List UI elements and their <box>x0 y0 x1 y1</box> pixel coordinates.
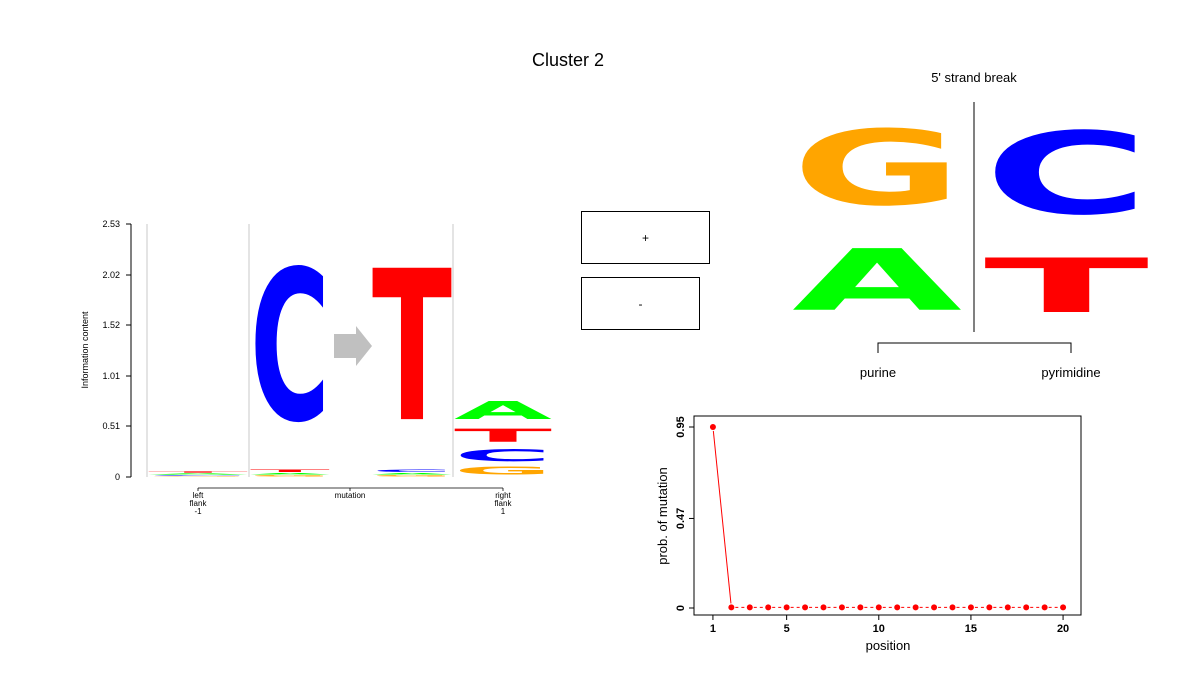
logo-letter-G: G <box>372 475 452 477</box>
prob-point <box>949 604 956 611</box>
prob-line-segment <box>712 430 732 604</box>
prob-point <box>1004 604 1011 611</box>
prob-x-tick-label: 10 <box>873 623 885 635</box>
logo-x-tick-label: left <box>193 491 204 500</box>
logo-y-tick-label: 2.02 <box>102 270 120 280</box>
mutation-arrow-icon <box>334 326 372 366</box>
prob-point <box>746 604 753 611</box>
logo-x-tick-label: -1 <box>194 507 202 516</box>
strand-letter-C: C <box>984 108 1149 240</box>
prob-point <box>894 604 901 611</box>
strand-group-bracket <box>877 342 1072 353</box>
logo-y-tick-label: 2.53 <box>102 219 120 229</box>
logo-letter-C: C <box>372 469 452 473</box>
logo-letter-C: C <box>148 475 248 476</box>
prob-point <box>967 604 974 611</box>
plus-strand-box: + <box>581 211 710 264</box>
prob-point <box>912 604 919 611</box>
prob-x-tick-label: 20 <box>1057 623 1069 635</box>
logo-x-tick-label: mutation <box>335 491 366 500</box>
logo-letter-T: T <box>148 471 248 473</box>
logo-x-tick-label: flank <box>495 499 513 508</box>
strand-letter-G: G <box>792 108 962 229</box>
logo-letter-G: G <box>454 465 552 477</box>
prob-point <box>1023 604 1030 611</box>
prob-y-axis-title: prob. of mutation <box>655 467 670 565</box>
prob-point <box>931 604 938 611</box>
prob-point <box>709 424 716 430</box>
plus-strand-label: + <box>641 230 649 245</box>
prob-point <box>986 604 993 611</box>
logo-letter-T: T <box>372 226 452 469</box>
prob-point <box>783 604 790 611</box>
logo-y-tick-label: 1.52 <box>102 320 120 330</box>
logo-x-tick-label: right <box>495 491 511 500</box>
prob-point <box>1060 604 1067 611</box>
logo-letter-A: A <box>372 473 453 475</box>
logo-y-tick-label: 0 <box>115 472 120 482</box>
prob-point <box>802 604 809 611</box>
prob-x-tick-label: 1 <box>710 623 716 635</box>
prob-x-tick-label: 15 <box>965 623 977 635</box>
logo-letter-G: G <box>250 475 330 477</box>
strand-letter-T: T <box>984 243 1149 330</box>
logo-x-tick-label: flank <box>190 499 208 508</box>
logo-y-tick-label: 1.01 <box>102 371 120 381</box>
logo-letter-G: G <box>148 476 248 477</box>
strand-break-title: 5' strand break <box>931 70 1017 85</box>
prob-x-axis-title: position <box>866 638 911 653</box>
logo-letter-A: A <box>454 396 553 425</box>
prob-y-tick-label: 0.95 <box>675 416 687 437</box>
strand-letter-A: A <box>792 232 962 330</box>
sequence-logo-chart: 0 0.51 1.01 1.52 2.02 2.53 Information content… <box>80 219 553 516</box>
minus-strand-label: - <box>638 296 643 311</box>
logo-letter-C: C <box>454 446 552 465</box>
logo-y-tick-label: 0.51 <box>102 421 120 431</box>
logo-y-axis-title: Information content <box>80 311 90 389</box>
prob-point <box>838 604 845 611</box>
logo-letter-T: T <box>250 469 331 473</box>
prob-y-tick-label: 0 <box>675 605 687 611</box>
figure-title: Cluster 2 <box>532 50 604 70</box>
pyrimidine-label: pyrimidine <box>1041 365 1100 380</box>
prob-point <box>875 604 882 611</box>
prob-point <box>1041 604 1048 611</box>
prob-x-tick-label: 5 <box>784 623 790 635</box>
prob-point <box>765 604 772 611</box>
prob-point <box>857 604 864 611</box>
logo-letter-T: T <box>454 425 552 446</box>
prob-y-tick-label: 0.47 <box>675 508 687 529</box>
logo-letter-C: C <box>250 228 330 470</box>
prob-plot-frame <box>693 415 1082 616</box>
prob-point <box>728 604 735 611</box>
purine-label: purine <box>860 365 896 380</box>
prob-point <box>820 604 827 611</box>
minus-strand-box: - <box>581 277 700 330</box>
logo-x-tick-label: 1 <box>501 507 506 516</box>
logo-letter-A: A <box>148 473 248 475</box>
logo-letter-A: A <box>250 473 331 475</box>
